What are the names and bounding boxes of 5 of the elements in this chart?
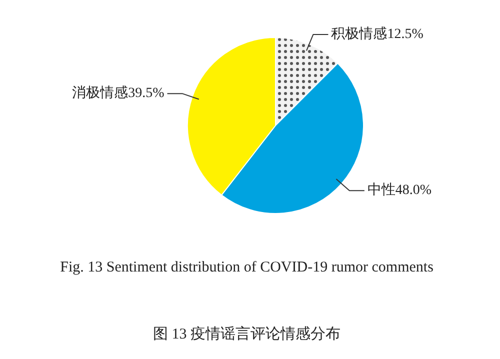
slice-label: 积极情感12.5% <box>331 26 424 42</box>
slice-label: 中性48.0% <box>367 182 432 198</box>
slice-label: 消极情感39.5% <box>72 85 165 102</box>
caption: 图 13 疫情谣言评论情感分布 <box>153 326 340 342</box>
caption: Fig. 13 Sentiment distribution of COVID-19 rumor comments <box>60 260 434 276</box>
